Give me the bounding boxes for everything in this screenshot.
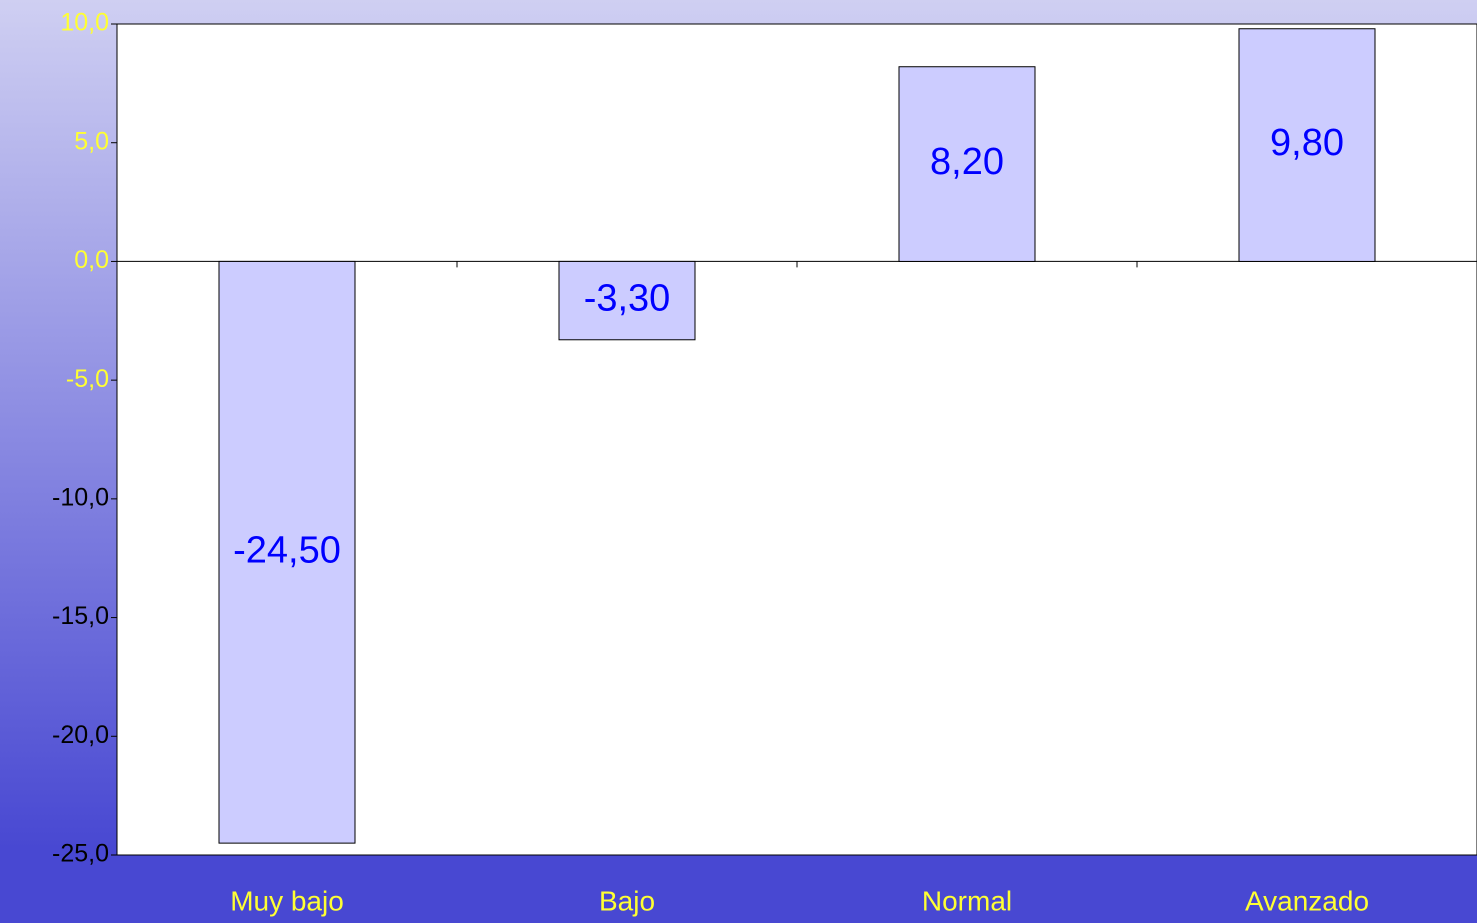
bar xyxy=(1238,28,1376,262)
data-label: 8,20 xyxy=(930,141,1004,183)
bar xyxy=(558,260,696,341)
y-tick-label: -25,0 xyxy=(52,840,109,868)
data-label: 9,80 xyxy=(1270,122,1344,164)
y-tick-label: -5,0 xyxy=(66,365,109,393)
x-tick-label: Normal xyxy=(922,885,1012,916)
x-tick-label: Avanzado xyxy=(1245,885,1369,916)
y-tick-label: -10,0 xyxy=(52,483,109,511)
data-label: -24,50 xyxy=(233,529,341,571)
y-tick-label: 5,0 xyxy=(74,127,109,155)
data-label: -3,30 xyxy=(584,278,671,320)
y-tick-label: 10,0 xyxy=(60,9,109,37)
bar xyxy=(218,260,356,844)
y-tick-label: -15,0 xyxy=(52,602,109,630)
x-tick-label: Muy bajo xyxy=(230,885,344,916)
y-tick-label: -20,0 xyxy=(52,721,109,749)
x-tick-label: Bajo xyxy=(599,885,655,916)
y-tick-label: 0,0 xyxy=(74,246,109,274)
bar xyxy=(898,66,1036,262)
